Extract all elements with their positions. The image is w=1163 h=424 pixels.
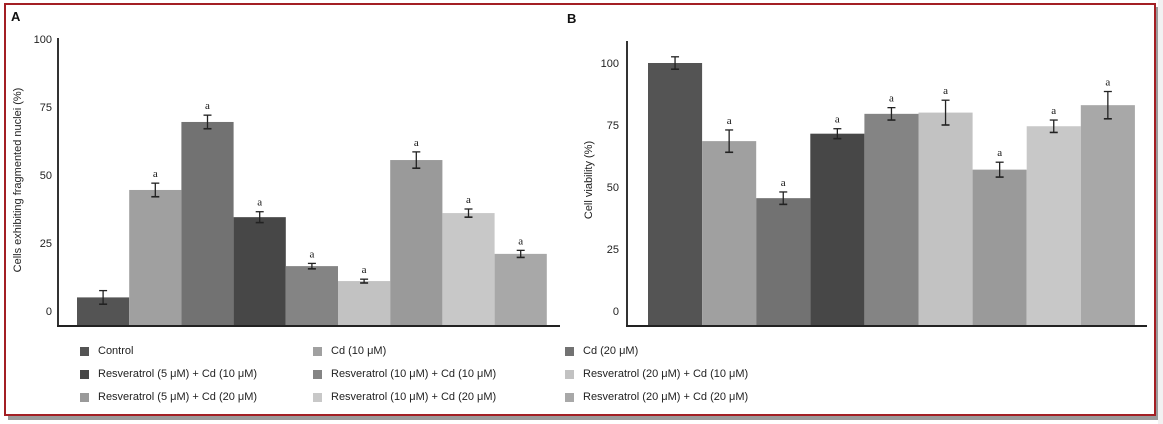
panel-b-yticks: 0 25 50 75 100 [601, 58, 619, 318]
panel-a-letter: A [11, 9, 21, 24]
bar [442, 213, 495, 325]
ytick-label: 50 [40, 170, 52, 182]
legend-label: Cd (20 μM) [583, 345, 639, 357]
significance-label: a [781, 177, 786, 189]
ytick-label: 0 [46, 306, 52, 318]
significance-label: a [835, 114, 840, 126]
panel-a-yticks: 0 25 50 75 100 [34, 34, 52, 318]
legend-item-control: Control [80, 344, 133, 358]
significance-label: a [466, 194, 471, 206]
ytick-label: 0 [613, 306, 619, 318]
legend-item-cd20: Cd (20 μM) [565, 344, 638, 358]
ytick-label: 75 [607, 120, 619, 132]
legend-swatch [565, 369, 574, 379]
ytick-label: 50 [607, 182, 619, 194]
legend-item-res10-cd20: Resveratrol (10 μM) + Cd (20 μM) [313, 390, 496, 404]
significance-label: a [309, 248, 314, 260]
legend-label: Resveratrol (10 μM) + Cd (20 μM) [331, 391, 497, 403]
legend-label: Resveratrol (5 μM) + Cd (20 μM) [98, 391, 258, 403]
ytick-label: 25 [40, 238, 52, 250]
significance-label: a [518, 235, 523, 247]
significance-label: a [362, 264, 367, 276]
ytick-label: 100 [601, 58, 619, 70]
bar [129, 189, 182, 325]
significance-label: a [257, 197, 262, 209]
legend-label: Resveratrol (10 μM) + Cd (10 μM) [331, 368, 497, 380]
ytick-label: 25 [607, 244, 619, 256]
page-edge [1158, 0, 1163, 424]
significance-label: a [997, 147, 1002, 159]
significance-label: a [1051, 105, 1056, 117]
legend-swatch [80, 346, 89, 356]
legend-label: Cd (10 μM) [331, 345, 387, 357]
panel-a-ylabel: Cells exhibiting fragmented nuclei (%) [12, 88, 24, 273]
legend-swatch [80, 392, 89, 402]
bar [702, 141, 757, 325]
ytick-label: 100 [34, 34, 52, 46]
legend-swatch [313, 392, 322, 402]
legend-label: Resveratrol (20 μM) + Cd (10 μM) [583, 368, 749, 380]
bar [756, 198, 811, 325]
panel-b-letter: B [567, 11, 576, 26]
legend-item-res20-cd10: Resveratrol (20 μM) + Cd (10 μM) [565, 367, 748, 381]
legend-item-cd10: Cd (10 μM) [313, 344, 386, 358]
legend-label: Resveratrol (20 μM) + Cd (20 μM) [583, 391, 749, 403]
bar [285, 266, 338, 325]
legend-swatch [313, 346, 322, 356]
legend-label: Control [98, 345, 134, 357]
significance-label: a [153, 168, 158, 180]
significance-label: a [727, 115, 732, 127]
legend-item-res10-cd10: Resveratrol (10 μM) + Cd (10 μM) [313, 367, 496, 381]
bar [338, 281, 391, 325]
bar [918, 112, 973, 325]
significance-label: a [414, 137, 419, 149]
significance-label: a [1105, 77, 1110, 89]
legend-swatch [565, 392, 574, 402]
bar [864, 113, 919, 325]
bar [648, 63, 703, 325]
panel-a: A Cells exhibiting fragmented nuclei (%)… [11, 9, 560, 327]
significance-label: a [205, 100, 210, 112]
legend-item-res5-cd10: Resveratrol (5 μM) + Cd (10 μM) [80, 367, 257, 381]
legend-swatch [565, 346, 574, 356]
bar [1026, 126, 1081, 326]
significance-label: a [889, 93, 894, 105]
panel-b-bars: a a a a a a a a [648, 56, 1135, 326]
ytick-label: 75 [40, 102, 52, 114]
legend-item-res20-cd20: Resveratrol (20 μM) + Cd (20 μM) [565, 390, 748, 404]
legend-label: Resveratrol (5 μM) + Cd (10 μM) [98, 368, 258, 380]
legend-swatch [80, 369, 89, 379]
bar [233, 217, 286, 325]
bar [810, 133, 865, 325]
bar [972, 169, 1027, 325]
bar [181, 121, 234, 326]
legend-item-res5-cd20: Resveratrol (5 μM) + Cd (20 μM) [80, 390, 257, 404]
bar [390, 160, 443, 325]
panel-b: B Cell viability (%) 0 25 50 75 100 a a a a a a a a [567, 11, 1147, 327]
significance-label: a [943, 85, 948, 97]
panel-a-bars: a a a a a a a a [77, 100, 547, 326]
panel-b-ylabel: Cell viability (%) [583, 141, 595, 219]
bar [494, 253, 547, 325]
legend-swatch [313, 369, 322, 379]
bar [1080, 105, 1135, 325]
